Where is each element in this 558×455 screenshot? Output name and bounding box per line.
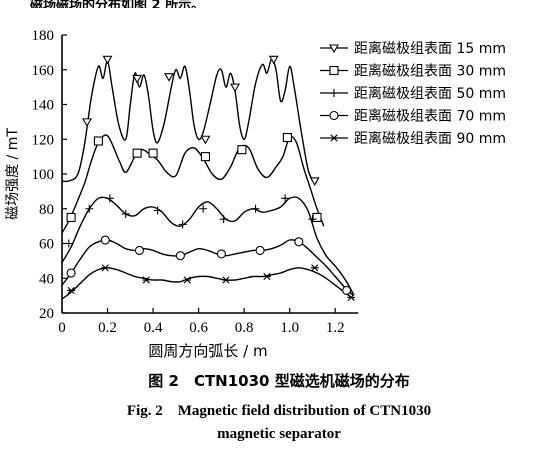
legend-marker-0 xyxy=(329,44,339,54)
series-line-2 xyxy=(61,196,355,295)
series-0-marker xyxy=(102,55,113,65)
series-3-marker xyxy=(216,249,226,259)
series-0-marker xyxy=(230,83,240,93)
y-axis-label: 磁场强度 / mT xyxy=(5,128,21,220)
series-2-marker xyxy=(64,239,73,248)
y-tick-label: 100 xyxy=(32,167,55,183)
series-3-marker xyxy=(100,235,110,245)
series-2-marker xyxy=(121,209,130,218)
series-2-marker xyxy=(199,204,208,213)
series-1-marker xyxy=(282,132,292,143)
series-0-marker xyxy=(82,118,92,127)
series-0-marker xyxy=(268,55,279,65)
series-0-marker xyxy=(164,73,174,82)
y-tick-label: 140 xyxy=(32,98,55,114)
y-tick-label: 80 xyxy=(39,202,54,218)
series-2-marker xyxy=(308,215,317,224)
y-tick-label: 40 xyxy=(39,271,54,287)
figure-caption-english-line1: Fig. 2 Magnetic field distribution of CT… xyxy=(126,403,432,419)
series-2-marker xyxy=(178,220,187,229)
series-2-marker xyxy=(105,194,114,203)
series-3-marker xyxy=(255,245,265,255)
legend-entry-4: 距离磁极组表面 90 mm xyxy=(354,130,506,147)
series-4-marker xyxy=(310,264,319,272)
magnetic-field-chart: 20 40 60 80 100 120 140 160 180 0 0.2 0.4 0.6 0.8 1.0 1… xyxy=(5,28,506,360)
x-tick-label: 0.4 xyxy=(144,320,163,336)
series-1-marker xyxy=(237,145,247,155)
series-3-marker xyxy=(134,245,144,255)
legend-marker-1 xyxy=(329,65,339,76)
series-4-marker xyxy=(183,276,192,284)
series-2-marker xyxy=(219,215,228,224)
series-2-marker xyxy=(85,204,94,213)
series-4-marker xyxy=(347,293,356,301)
series-line-4 xyxy=(61,267,354,300)
series-1-marker xyxy=(148,148,158,158)
series-2-marker xyxy=(153,206,162,215)
legend-entry-3: 距离磁极组表面 70 mm xyxy=(354,108,506,125)
y-tick-label: 180 xyxy=(32,28,55,44)
series-3-marker xyxy=(342,285,352,295)
legend-entry-2: 距离磁极组表面 50 mm xyxy=(354,85,506,102)
y-tick-label: 120 xyxy=(32,132,55,148)
series-line-1 xyxy=(61,134,325,234)
series-2-marker xyxy=(251,204,260,213)
x-axis-label: 圆周方向弧长 / m xyxy=(148,342,267,360)
legend-marker-4 xyxy=(330,134,338,142)
preceding-text-fragment: 磁场磁场的分布如图 2 所示。 xyxy=(30,0,205,8)
figure-caption-chinese: 图 2 CTN1030 型磁选机磁场的分布 xyxy=(148,372,410,390)
series-0-marker xyxy=(309,177,320,187)
x-tick-label: 1.0 xyxy=(280,320,299,336)
x-tick-label: 0.6 xyxy=(189,320,208,336)
series-0-marker xyxy=(200,135,211,145)
series-3-marker xyxy=(294,237,304,247)
legend-entry-1: 距离磁极组表面 30 mm xyxy=(354,63,506,80)
series-4-marker xyxy=(142,276,151,284)
series-1-marker xyxy=(312,212,322,222)
y-tick-label: 60 xyxy=(39,237,54,253)
y-tick-label: 20 xyxy=(39,306,54,322)
x-tick-label: 0 xyxy=(58,320,66,336)
y-tick-label: 160 xyxy=(32,63,55,79)
series-4-marker xyxy=(221,276,230,284)
series-line-0 xyxy=(61,58,318,184)
series-3-marker xyxy=(66,268,76,278)
x-tick-label: 1.2 xyxy=(326,320,345,336)
series-0-marker xyxy=(132,74,143,84)
series-1-marker xyxy=(66,212,76,222)
series-2-marker xyxy=(281,194,290,203)
series-4-marker xyxy=(101,264,110,272)
figure-caption-english-line2: magnetic separator xyxy=(217,426,341,442)
legend-marker-2 xyxy=(330,89,338,97)
series-4-marker xyxy=(262,272,271,281)
series-1-marker xyxy=(93,136,103,146)
series-3-marker xyxy=(175,251,185,261)
legend-entry-0: 距离磁极组表面 15 mm xyxy=(354,40,506,57)
series-line-3 xyxy=(61,239,354,297)
x-tick-label: 0.8 xyxy=(235,320,254,336)
series-4-marker xyxy=(67,286,76,295)
legend-marker-3 xyxy=(329,110,339,121)
series-1-marker xyxy=(132,148,142,158)
series-1-marker xyxy=(200,152,210,162)
x-tick-label: 0.2 xyxy=(98,320,117,336)
